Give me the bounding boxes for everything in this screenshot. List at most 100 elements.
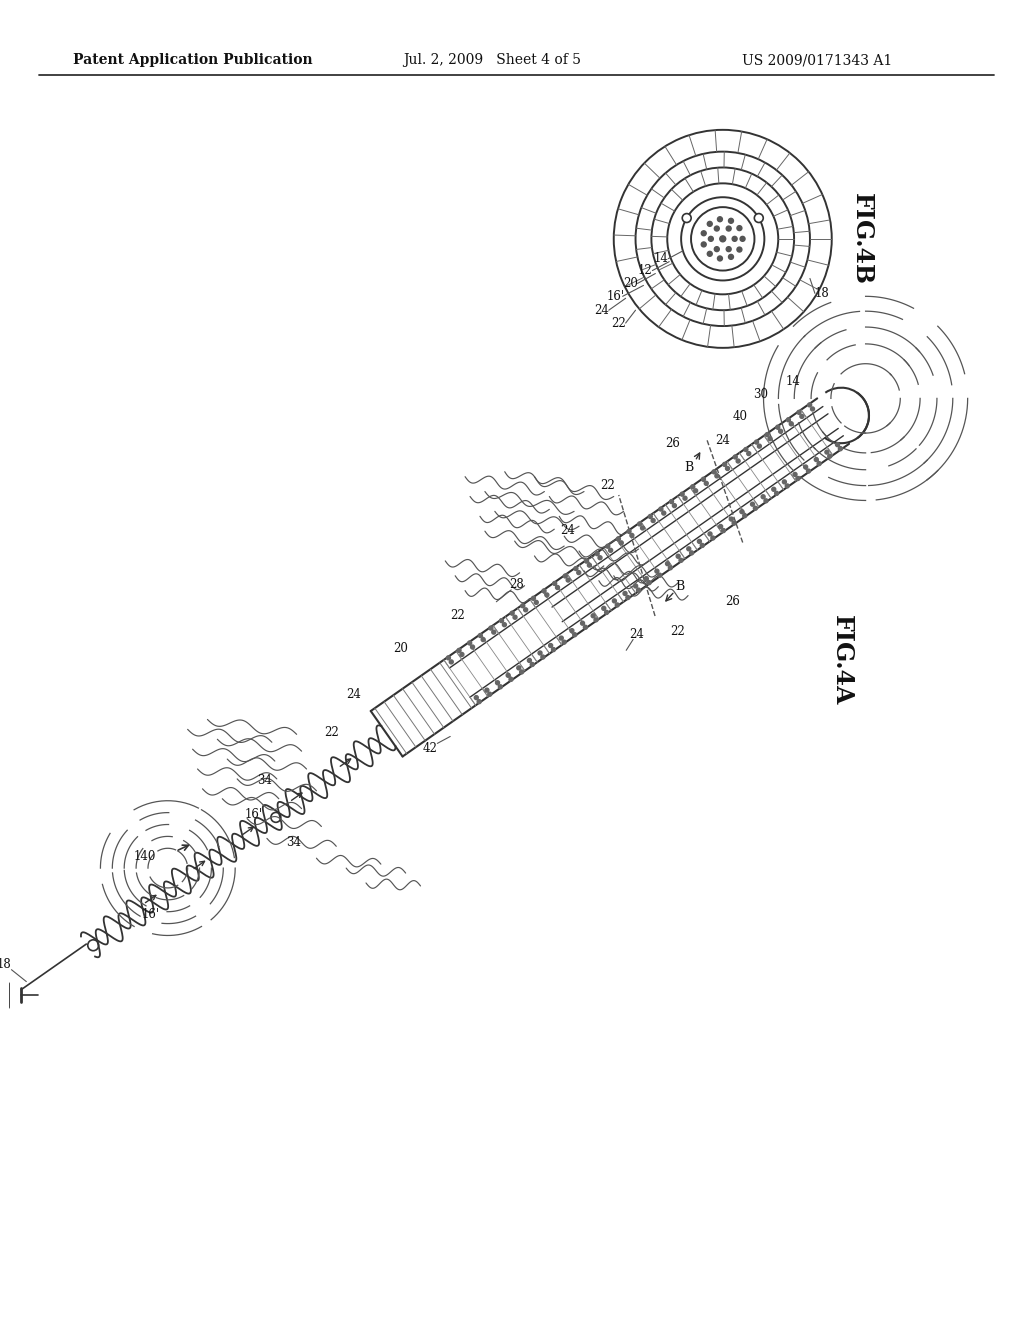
Circle shape (478, 634, 482, 638)
Circle shape (595, 552, 599, 556)
Circle shape (697, 540, 701, 544)
Circle shape (527, 659, 531, 663)
Circle shape (503, 623, 507, 627)
Circle shape (566, 578, 570, 582)
Text: 42: 42 (423, 742, 438, 755)
Circle shape (594, 618, 598, 622)
Circle shape (715, 226, 719, 231)
Circle shape (670, 500, 674, 504)
Circle shape (732, 521, 736, 525)
Circle shape (616, 537, 621, 541)
Circle shape (562, 640, 566, 644)
Circle shape (662, 511, 666, 515)
Circle shape (808, 403, 812, 407)
Circle shape (737, 247, 742, 252)
Circle shape (492, 630, 496, 634)
Text: 40: 40 (732, 409, 748, 422)
Text: 16': 16' (142, 908, 160, 920)
Text: FIG.4B: FIG.4B (850, 193, 873, 285)
Circle shape (811, 407, 814, 411)
Circle shape (796, 477, 800, 480)
Circle shape (641, 525, 644, 529)
Circle shape (471, 645, 474, 649)
Circle shape (776, 425, 779, 429)
Circle shape (531, 597, 536, 601)
Circle shape (755, 214, 763, 223)
Circle shape (549, 644, 553, 648)
Circle shape (644, 577, 648, 581)
Text: Jul. 2, 2009   Sheet 4 of 5: Jul. 2, 2009 Sheet 4 of 5 (402, 54, 581, 67)
Text: Patent Application Publication: Patent Application Publication (73, 54, 312, 67)
Circle shape (772, 487, 776, 491)
Circle shape (797, 411, 801, 414)
Text: 28: 28 (509, 578, 523, 591)
Circle shape (485, 688, 488, 692)
Text: US 2009/0171343 A1: US 2009/0171343 A1 (741, 54, 892, 67)
Circle shape (563, 574, 567, 578)
Circle shape (726, 247, 731, 252)
Circle shape (669, 566, 673, 570)
Circle shape (709, 236, 714, 242)
Circle shape (786, 418, 791, 422)
Circle shape (638, 521, 642, 525)
Circle shape (572, 632, 577, 636)
Circle shape (666, 562, 670, 566)
Circle shape (598, 556, 602, 560)
Circle shape (510, 611, 514, 615)
Circle shape (736, 459, 740, 463)
Circle shape (765, 433, 769, 437)
Text: 20: 20 (393, 642, 408, 655)
Circle shape (723, 462, 727, 466)
Circle shape (446, 656, 451, 660)
Circle shape (740, 510, 743, 513)
Circle shape (620, 541, 624, 545)
Circle shape (637, 589, 640, 593)
Circle shape (755, 440, 759, 444)
Circle shape (839, 446, 843, 450)
Circle shape (606, 544, 609, 548)
Text: 22: 22 (611, 317, 626, 330)
Circle shape (701, 231, 707, 236)
Text: B: B (675, 579, 684, 593)
Text: 34: 34 (257, 774, 271, 787)
Circle shape (487, 692, 492, 696)
Circle shape (758, 444, 762, 447)
Circle shape (693, 488, 697, 492)
Circle shape (726, 226, 731, 231)
Circle shape (836, 442, 840, 446)
Circle shape (737, 226, 742, 231)
Circle shape (793, 473, 797, 477)
Circle shape (523, 607, 527, 611)
Text: 140: 140 (133, 850, 156, 863)
Circle shape (827, 454, 831, 458)
Circle shape (519, 671, 523, 675)
Circle shape (754, 507, 758, 511)
Circle shape (559, 636, 563, 640)
Circle shape (705, 482, 709, 486)
Circle shape (718, 256, 722, 261)
Text: 20: 20 (624, 277, 638, 290)
Text: 30: 30 (753, 388, 768, 401)
Circle shape (521, 603, 524, 607)
Circle shape (785, 484, 790, 488)
Circle shape (634, 583, 638, 587)
Text: 16': 16' (607, 290, 625, 302)
Circle shape (481, 638, 485, 642)
Text: 24: 24 (346, 688, 361, 701)
Circle shape (602, 606, 606, 610)
Circle shape (88, 940, 98, 950)
Circle shape (691, 484, 694, 488)
Circle shape (604, 610, 608, 614)
Circle shape (728, 255, 733, 259)
Circle shape (740, 236, 745, 242)
Circle shape (715, 474, 719, 478)
Circle shape (541, 655, 545, 659)
Circle shape (488, 626, 493, 630)
Circle shape (778, 429, 782, 433)
Circle shape (700, 544, 705, 548)
Circle shape (733, 455, 737, 459)
Circle shape (732, 236, 737, 242)
Circle shape (647, 581, 651, 585)
Circle shape (800, 414, 804, 418)
Circle shape (612, 599, 616, 603)
